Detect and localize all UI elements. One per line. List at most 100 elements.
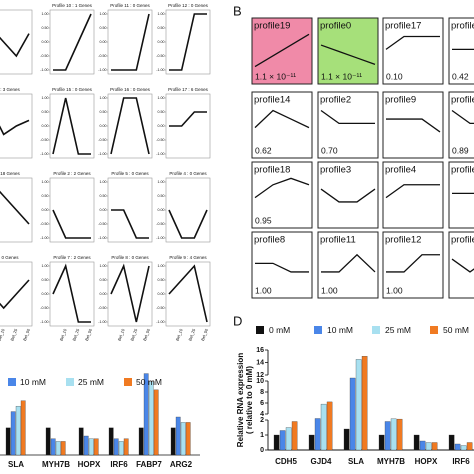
y-tick-label: 0.50	[158, 110, 165, 114]
y-tick-label: 1.00	[158, 12, 165, 16]
y-tick-label: -0.50	[98, 138, 106, 142]
x-tick-label: Bel_50	[22, 327, 31, 341]
y-tick-label: -1.00	[98, 320, 106, 324]
x-tick-label: HOPX	[415, 457, 438, 466]
y-tick-label: 0.50	[42, 26, 49, 30]
bar	[273, 434, 280, 451]
legend-swatch	[124, 378, 132, 386]
p-value: 1.00	[321, 285, 338, 295]
y-tick-label: -1.00	[156, 152, 164, 156]
y-tick-label: 1.00	[100, 180, 107, 184]
profile-line	[168, 264, 208, 323]
y-tick-label: 0.00	[100, 208, 107, 212]
bar	[138, 427, 144, 456]
x-tick-label: SLA	[348, 457, 364, 466]
y-tick-label: 2	[260, 417, 264, 424]
y-tick-label: 0.00	[158, 40, 165, 44]
bar	[349, 377, 356, 451]
y-tick-label: 8	[260, 389, 264, 396]
bar	[83, 435, 89, 456]
p-value: 0.95	[255, 215, 272, 225]
profile-line	[385, 35, 440, 50]
bar	[314, 418, 321, 451]
bar	[118, 441, 124, 456]
bar	[285, 427, 292, 451]
profile-name: profile11	[320, 235, 356, 246]
legend-swatch	[8, 378, 16, 386]
y-tick-label: -0.50	[40, 222, 48, 226]
y-tick-label: 0.50	[100, 26, 107, 30]
x-tick-label: Bel_25	[129, 327, 138, 341]
panel-label: B	[233, 3, 242, 18]
profile-title: Profile 2 : 2 Genes	[53, 171, 91, 176]
bar	[170, 427, 176, 456]
profile-line	[53, 13, 92, 71]
profile-line	[386, 118, 441, 133]
legend-label: 0 mM	[269, 325, 290, 335]
profile-line	[0, 119, 30, 136]
y-tick-label: 0.00	[158, 208, 165, 212]
bar	[175, 416, 181, 456]
y-tick-label: 1.00	[100, 264, 107, 268]
profile-box	[251, 161, 313, 229]
profile-line	[0, 279, 30, 310]
profile-line	[451, 109, 474, 124]
panel-label: D	[233, 313, 242, 328]
profile-box	[448, 17, 474, 85]
y-tick-label: -1.00	[40, 68, 48, 72]
bar	[55, 441, 61, 456]
profile-name: profile	[451, 165, 474, 176]
profile-box	[165, 177, 211, 243]
legend-swatch	[372, 326, 380, 334]
y-tick-label: -0.50	[98, 222, 106, 226]
legend-swatch	[430, 326, 438, 334]
x-tick-label: Bel_10	[117, 327, 126, 341]
legend-label: 25 mM	[78, 377, 104, 387]
bar	[93, 438, 99, 456]
profile-box	[107, 93, 153, 159]
profile-line	[320, 44, 376, 65]
bar	[60, 441, 66, 456]
bar	[419, 440, 426, 451]
y-tick-label: -0.50	[156, 54, 164, 58]
profile-line	[52, 263, 91, 323]
y-tick-label: 16	[256, 347, 264, 354]
x-tick-label: SLA	[8, 460, 24, 469]
bar	[361, 356, 368, 451]
y-tick-label: -1.00	[98, 236, 106, 240]
profile-title: Profile 7 : 2 Genes	[53, 255, 91, 260]
y-tick-label: 10	[256, 378, 264, 385]
profile-name: profile19	[254, 21, 290, 32]
legend-label: 25 mM	[385, 325, 411, 335]
y-tick-label: -0.50	[156, 222, 164, 226]
bar	[291, 421, 298, 451]
bar	[78, 427, 84, 456]
x-tick-label: Bel_50	[142, 327, 151, 341]
y-tick-label: 1.00	[100, 12, 107, 16]
profile-box	[448, 161, 474, 229]
profile-line	[451, 258, 474, 273]
bar	[148, 381, 154, 456]
bar	[20, 400, 26, 456]
profile-box	[448, 91, 474, 159]
bar	[390, 418, 397, 451]
bar	[308, 434, 315, 451]
y-tick-label: -1.00	[156, 68, 164, 72]
profile-box	[0, 177, 33, 243]
profile-line	[385, 184, 440, 199]
profile-name: profile14	[254, 95, 290, 106]
profile-name: profile18	[254, 165, 290, 176]
p-value: 1.00	[386, 285, 403, 295]
y-tick-label: 1.00	[100, 96, 107, 100]
profile-line	[169, 13, 207, 71]
legend-label: 50 mM	[136, 377, 162, 387]
bar	[185, 422, 191, 456]
bar	[431, 442, 438, 451]
profile-name: profile17	[385, 21, 421, 32]
x-tick-label: GJD4	[311, 457, 332, 466]
y-tick-label: 1.00	[158, 264, 165, 268]
legend-label: 50 mM	[443, 325, 469, 335]
profile-box	[107, 9, 153, 75]
legend-swatch	[256, 326, 264, 334]
legend-label: 10 mM	[20, 377, 46, 387]
